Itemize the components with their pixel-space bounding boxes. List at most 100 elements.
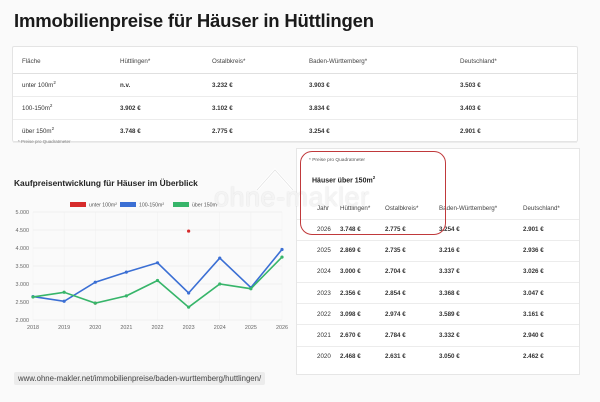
cell-year: 2025 [297,239,340,262]
cell-year: 2021 [297,324,340,347]
cell-value: 3.503 € [460,73,577,97]
cell-value: 3.254 € [309,119,460,143]
cell-value: 2.869 € [340,239,385,262]
cell-value: 3.903 € [309,73,460,97]
table-row: über 150m2 3.748 € 2.775 € 3.254 € 2.901… [13,119,577,143]
header-deutschland: Deutschland* [523,205,560,213]
row-label: unter 100m2 [13,73,120,97]
cell-value: 3.337 € [439,260,523,283]
data-point [62,299,66,303]
data-point [124,294,128,298]
cell-value: 2.936 € [523,239,579,262]
data-point [155,261,160,265]
table-row: 2024 3.000 €2.704 €3.337 €3.026 € [297,260,579,283]
row-label: 100-150m2 [13,96,120,120]
cell-value: 2.974 € [385,303,439,325]
data-point [187,291,191,295]
chart-title: Kaufpreisentwicklung für Häuser im Überb… [14,178,198,188]
cell-value: 3.161 € [523,303,579,325]
cell-value: 3.748 € [120,119,212,143]
x-tick-label: 2018 [27,325,39,331]
cell-value: 2.901 € [460,119,577,143]
cell-value: 2.784 € [385,324,439,347]
price-trend-chart: 2.000 2.500 3.000 3.500 4.000 4.500 5.000 2018 2… [16,202,288,331]
history-table: Jahr Hüttlingen* Ostalbkreis* Baden-Würt… [297,199,579,368]
header-jahr: Jahr [317,205,330,213]
data-point [218,256,222,260]
legend-swatch [173,202,189,207]
header-deutschland: Deutschland* [460,47,577,74]
data-point [31,295,35,299]
cell-value: 3.216 € [439,239,523,262]
header-huettlingen: Hüttlingen* [340,205,371,213]
y-tick-label: 3.500 [16,264,30,270]
x-tick-label: 2025 [245,325,257,331]
y-tick-label: 4.500 [16,228,30,234]
x-tick-label: 2024 [214,325,226,331]
x-tick-label: 2026 [276,325,288,331]
header-bw: Baden-Württemberg* [309,47,460,74]
table-row: 2021 2.670 €2.784 €3.332 €2.940 € [297,324,579,347]
cell-value: 2.940 € [523,324,579,347]
table-row: 2022 3.098 €2.974 €3.589 €3.161 € [297,303,579,325]
history-header-row: Jahr Hüttlingen* Ostalbkreis* Baden-Würt… [297,199,579,219]
legend-swatch [120,202,136,207]
x-tick-label: 2023 [183,325,195,331]
y-tick-label: 2.000 [16,318,30,324]
table-row: 2025 2.869 €2.735 €3.216 €2.936 € [297,239,579,262]
header-huettlingen: Hüttlingen* [120,47,212,74]
data-point [218,282,222,286]
cell-value: 3.589 € [439,303,523,325]
highlight-outline [300,151,446,235]
cell-value: 3.050 € [439,345,523,368]
cell-value: 3.102 € [212,96,309,120]
cell-value: 3.403 € [460,96,577,120]
data-point [62,290,66,294]
cell-value: 3.834 € [309,96,460,120]
history-table-subtitle: Häuser über 150m2 [312,175,376,185]
cell-value: 2.901 € [523,218,579,241]
page-title: Immobilienpreise für Häuser in Hüttlinge… [14,10,374,31]
price-table: Fläche Hüttlingen* Ostalbkreis* Baden-Wü… [13,47,577,143]
watermark: ohne-makler [214,182,370,212]
price-table-card: Fläche Hüttlingen* Ostalbkreis* Baden-Wü… [12,46,578,143]
cell-value: 2.462 € [523,345,579,368]
cell-value: 3.026 € [523,260,579,283]
data-point [280,255,284,259]
data-point [187,229,191,233]
y-tick-label: 5.000 [16,210,30,216]
data-point [93,280,97,284]
table-row: unter 100m2 n.v. 3.232 € 3.903 € 3.503 € [13,73,577,97]
watermark-house-icon [256,168,294,191]
legend-label: unter 100m² [89,203,117,209]
price-table-note: * Preise pro Quadratmeter [18,139,71,144]
cell-value: 3.902 € [120,96,212,120]
data-point [155,278,160,283]
legend-label: 100-150m² [139,203,164,209]
history-table-card: Jahr Hüttlingen* Ostalbkreis* Baden-Würt… [296,148,580,375]
cell-year: 2023 [297,282,340,304]
header-ostalbkreis: Ostalbkreis* [385,205,419,213]
data-point [187,305,191,309]
cell-value: 3.332 € [439,324,523,347]
table-row: 100-150m2 3.902 € 3.102 € 3.834 € 3.403 … [13,96,577,120]
price-table-header-row: Fläche Hüttlingen* Ostalbkreis* Baden-Wü… [13,47,577,74]
y-tick-label: 2.500 [16,300,30,306]
cell-value: 3.232 € [212,73,309,97]
header-flaeche: Fläche [13,47,120,74]
legend-label: über 150m² [192,203,219,209]
table-row: 2026 3.748 €2.775 €3.254 €2.901 € [297,218,579,241]
data-point [93,301,97,305]
history-table-note: * Preise pro Quadratmeter [309,158,365,163]
cell-value: 2.704 € [385,260,439,283]
cell-value: 2.854 € [385,282,439,304]
x-tick-label: 2019 [58,325,70,331]
cell-value: 3.368 € [439,282,523,304]
table-row: 2023 2.356 €2.854 €3.368 €3.047 € [297,282,579,304]
legend-swatch [70,202,86,207]
cell-value: 2.775 € [212,119,309,143]
cell-year: 2022 [297,303,340,325]
x-tick-label: 2020 [89,325,101,331]
y-tick-label: 3.000 [16,282,30,288]
data-point [249,287,253,291]
